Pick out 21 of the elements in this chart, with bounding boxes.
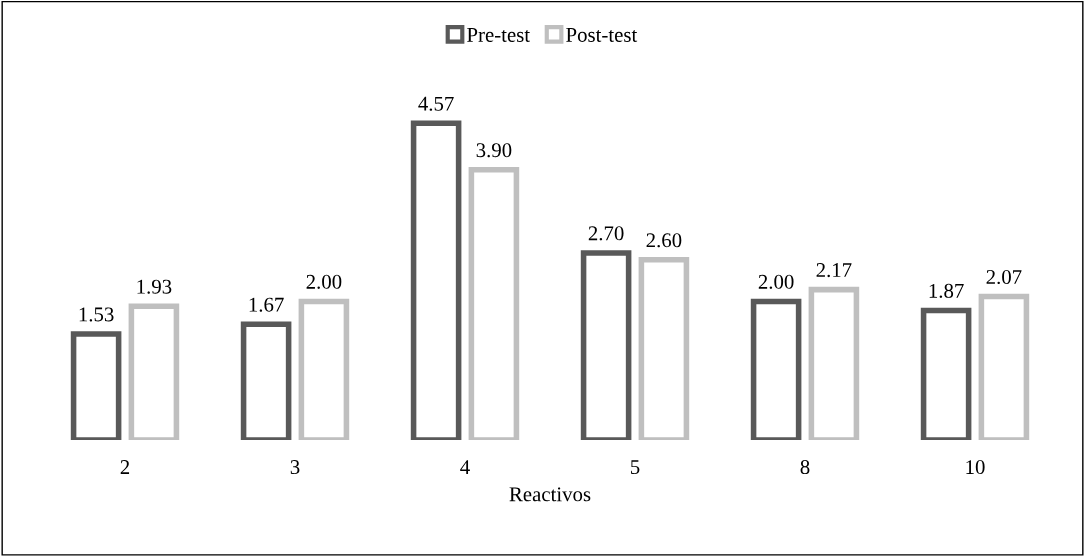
legend-label: Pre-test: [467, 28, 530, 42]
x-tick-label: 10: [966, 460, 985, 475]
data-label: 2.17: [816, 263, 852, 278]
data-label: 2.00: [758, 274, 794, 289]
x-tick-label: 8: [800, 460, 810, 475]
data-label: 4.57: [418, 96, 454, 111]
x-tick-label: 4: [460, 460, 470, 474]
data-label: 2.60: [646, 233, 682, 248]
x-tick-label: 2: [120, 460, 130, 474]
data-label: 1.53: [79, 307, 114, 322]
x-tick-label: 3: [290, 460, 300, 475]
x-axis-title: Reactivos: [509, 487, 591, 502]
x-tick-label: 5: [631, 460, 640, 475]
data-label: 3.90: [476, 143, 512, 158]
legend-label: Post-test: [566, 28, 638, 42]
data-label: 1.67: [249, 297, 284, 312]
data-label: 2.00: [306, 274, 342, 289]
data-label: 1.93: [137, 279, 172, 294]
data-label: 2.07: [986, 269, 1022, 285]
data-label: 2.70: [588, 226, 624, 241]
data-label: 1.87: [929, 283, 964, 298]
